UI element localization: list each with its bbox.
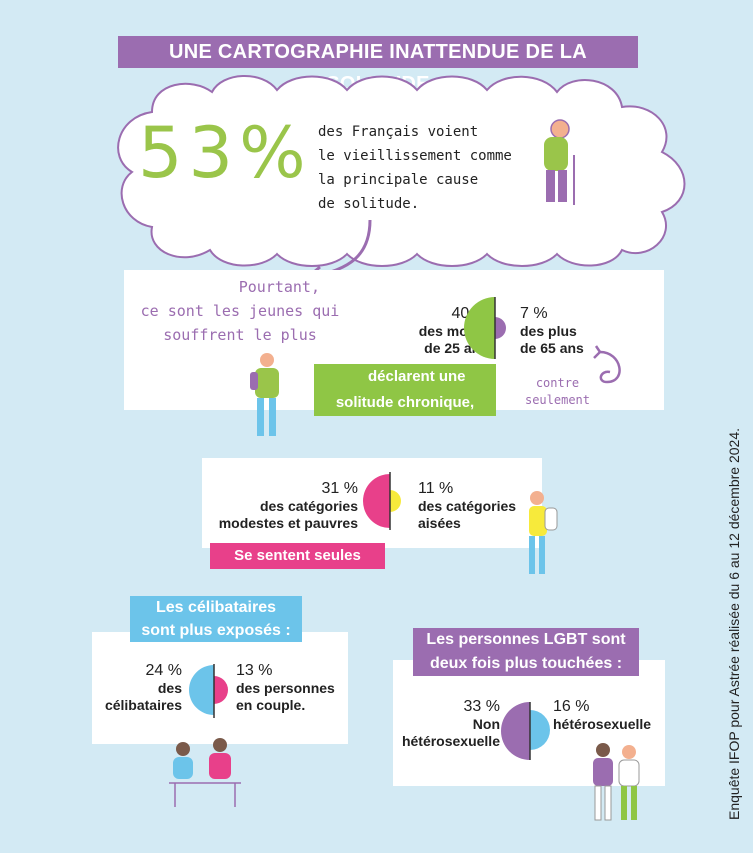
loop-arrow-icon (593, 345, 621, 384)
intro-line: le vieillissement comme (318, 148, 512, 164)
young-tag-line2: solitude chronique, (314, 390, 496, 416)
young-right: 7 % des plus de 65 ans (520, 305, 610, 357)
young-handwritten: Pourtant, ce sont les jeunes qui souffre… (140, 275, 340, 347)
class-left-label: des catégories modestes et pauvres (218, 498, 358, 531)
class-right-label: des catégories aisées (418, 498, 517, 531)
lgbt-right: 16 % hétérosexuelle (553, 698, 663, 733)
lgbt-right-label: hétérosexuelle (553, 716, 652, 732)
traveler-icon (529, 491, 558, 574)
single-right-label: des personnes en couple. (236, 680, 335, 713)
page-title: UNE CARTOGRAPHIE INATTENDUE DE LA SOLITU… (118, 36, 638, 95)
handwritten-line: Pourtant, (238, 278, 320, 296)
young-tag-line1: déclarent une (314, 364, 496, 390)
single-pie (189, 664, 228, 718)
lgbt-header: Les personnes LGBT sont deux fois plus t… (413, 628, 639, 676)
class-right-pct: 11 % (418, 480, 454, 497)
lgbt-right-pct: 16 % (553, 698, 590, 715)
handwritten-line: souffrent le plus (163, 326, 317, 344)
young-pie (464, 297, 506, 359)
single-header: Les célibataires sont plus exposés : (130, 596, 302, 642)
lgbt-left-pct: 33 % (463, 698, 500, 715)
intro-line: la principale cause (318, 172, 479, 188)
single-right: 13 % des personnes en couple. (236, 662, 346, 714)
elderly-person-icon (544, 119, 575, 205)
intro-text: des Français voient le vieillissement co… (318, 120, 512, 216)
class-pie (363, 472, 401, 530)
single-right-pct: 13 % (236, 662, 273, 679)
big-percent: 53% (138, 112, 312, 194)
source-note: Enquête IFOP pour Astrée réalisée du 6 a… (726, 428, 742, 820)
lgbt-left-label: Non hétérosexuelle (401, 716, 500, 749)
single-left-pct: 24 % (145, 662, 182, 679)
young-right-label: des plus de 65 ans (520, 323, 584, 356)
young-person-icon (250, 353, 279, 436)
contre-text: contre seulement (524, 376, 591, 407)
class-left: 31 % des catégories modestes et pauvres (205, 480, 358, 532)
class-tag: Se sentent seules (210, 543, 385, 569)
lgbt-pie (501, 702, 550, 760)
couple-icon (169, 738, 241, 807)
single-left-label: des célibataires (104, 680, 182, 713)
single-left: 24 % des célibataires (100, 662, 182, 714)
handwritten-line: ce sont les jeunes qui (140, 302, 340, 320)
two-men-icon (593, 743, 640, 821)
lgbt-left: 33 % Non hétérosexuelle (398, 698, 500, 750)
intro-line: de solitude. (318, 196, 420, 212)
class-left-pct: 31 % (321, 480, 358, 497)
cloud-shape (117, 75, 686, 267)
young-right-pct: 7 % (520, 305, 548, 322)
intro-line: des Français voient (318, 124, 479, 140)
class-right: 11 % des catégories aisées (418, 480, 528, 532)
